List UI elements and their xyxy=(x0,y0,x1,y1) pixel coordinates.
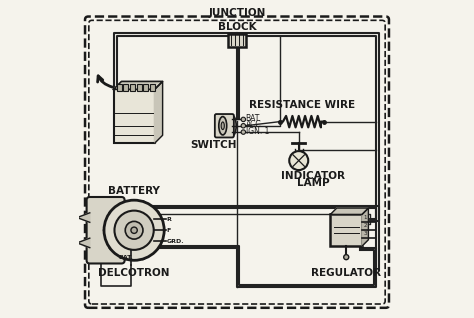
Text: SWITCH: SWITCH xyxy=(190,140,237,150)
Polygon shape xyxy=(362,208,368,246)
Ellipse shape xyxy=(221,122,224,129)
Text: ACC.: ACC. xyxy=(246,120,264,129)
Circle shape xyxy=(289,151,308,170)
Text: BLOCK: BLOCK xyxy=(218,22,256,32)
Polygon shape xyxy=(77,238,90,248)
Text: GRD.: GRD. xyxy=(167,239,184,244)
Circle shape xyxy=(104,200,164,260)
Circle shape xyxy=(131,227,137,233)
Circle shape xyxy=(125,221,143,239)
Text: LAMP: LAMP xyxy=(297,178,329,188)
Ellipse shape xyxy=(219,117,227,135)
Circle shape xyxy=(154,211,160,217)
Circle shape xyxy=(241,123,246,128)
Circle shape xyxy=(241,130,246,134)
Circle shape xyxy=(115,211,154,250)
Circle shape xyxy=(122,201,128,207)
Text: BAT.: BAT. xyxy=(118,255,133,260)
FancyBboxPatch shape xyxy=(113,89,155,143)
Text: RESISTANCE WIRE: RESISTANCE WIRE xyxy=(249,100,355,110)
Circle shape xyxy=(139,201,146,207)
Circle shape xyxy=(154,244,160,250)
Text: JUNCTION: JUNCTION xyxy=(208,8,266,18)
Text: BATTERY: BATTERY xyxy=(108,186,160,196)
Polygon shape xyxy=(77,213,90,222)
FancyBboxPatch shape xyxy=(143,84,148,91)
Text: R: R xyxy=(167,217,172,222)
Text: 1: 1 xyxy=(364,215,367,220)
Circle shape xyxy=(159,227,165,233)
FancyBboxPatch shape xyxy=(228,34,246,47)
Circle shape xyxy=(109,211,115,217)
Text: IGN. 1: IGN. 1 xyxy=(246,127,269,136)
FancyBboxPatch shape xyxy=(117,84,122,91)
FancyBboxPatch shape xyxy=(130,84,135,91)
Text: 2: 2 xyxy=(364,223,367,228)
Polygon shape xyxy=(113,81,163,89)
Circle shape xyxy=(109,244,115,250)
FancyBboxPatch shape xyxy=(215,114,234,137)
FancyBboxPatch shape xyxy=(330,214,362,246)
Circle shape xyxy=(139,253,146,260)
Polygon shape xyxy=(155,81,163,143)
Ellipse shape xyxy=(228,115,236,136)
Text: 3: 3 xyxy=(364,231,367,236)
Text: INDICATOR: INDICATOR xyxy=(281,171,345,181)
Circle shape xyxy=(103,227,109,233)
Circle shape xyxy=(241,117,246,122)
FancyBboxPatch shape xyxy=(87,197,125,264)
Text: F: F xyxy=(167,228,171,233)
Circle shape xyxy=(122,253,128,260)
Text: BAT.: BAT. xyxy=(246,114,262,123)
FancyBboxPatch shape xyxy=(137,84,142,91)
FancyBboxPatch shape xyxy=(123,84,128,91)
Text: REGULATOR: REGULATOR xyxy=(311,268,381,278)
Polygon shape xyxy=(330,208,368,214)
Text: DELCOTRON: DELCOTRON xyxy=(98,268,170,278)
Circle shape xyxy=(344,255,349,260)
FancyBboxPatch shape xyxy=(150,84,155,91)
